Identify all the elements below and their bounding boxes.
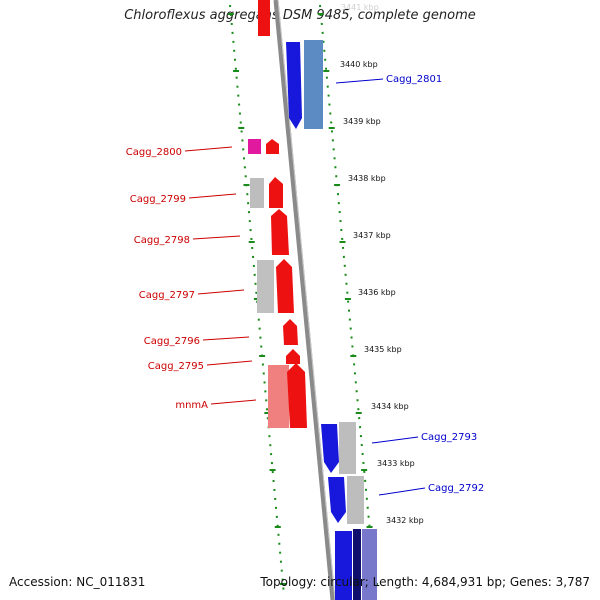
accession-label: Accession: NC_011831 [9,575,146,589]
kbp-label-3434: 3434 kbp [371,402,409,411]
leader-cagg-2798 [192,235,241,240]
topology-summary: Topology: circular; Length: 4,684,931 bp… [260,575,590,589]
gene-cagg-2797-gray[interactable] [257,260,274,313]
gene-label-cagg-2798[interactable]: Cagg_2798 [134,235,190,246]
gene-cagg-2798[interactable] [271,209,289,255]
gene-mnma[interactable] [287,363,307,428]
leader-cagg-2800 [184,146,233,152]
genome-backbone-highlight [277,0,336,600]
gene-cagg-2800-magenta[interactable] [248,139,261,154]
left-ruler-ticks [227,13,286,585]
gene-label-cagg-2795[interactable]: Cagg_2795 [148,361,204,372]
kbp-label-3440: 3440 kbp [340,60,378,69]
leader-cagg-2792 [378,487,426,496]
kbp-label-3438: 3438 kbp [348,174,386,183]
gene-label-cagg-2797[interactable]: Cagg_2797 [139,290,195,301]
gene-cagg-2796[interactable] [283,319,298,345]
gene-cagg-2801-steel[interactable] [304,40,323,129]
gene-label-mnma[interactable]: mnmA [175,400,208,411]
leader-mnma [210,399,257,405]
kbp-label-3439: 3439 kbp [343,117,381,126]
gene-cagg-2793[interactable] [321,424,339,473]
genome-title: Chloroflexus aggregans DSM 9485, complet… [124,8,476,23]
gene-cagg-2800[interactable] [266,139,279,154]
gene-cagg-2797[interactable] [276,259,294,313]
gene-cagg-2795[interactable] [286,349,300,364]
gene-bottom-partial-c[interactable] [362,529,377,600]
gene-cagg-2792[interactable] [328,477,346,523]
kbp-label-3432: 3432 kbp [386,516,424,525]
leader-cagg-2795 [206,360,253,366]
genome-backbone [273,0,336,600]
gene-cagg-2793-gray[interactable] [339,422,356,474]
kbp-label-3437: 3437 kbp [353,231,391,240]
leader-cagg-2799 [188,193,237,199]
gene-bottom-partial-b[interactable] [353,529,361,600]
gene-label-cagg-2799[interactable]: Cagg_2799 [130,194,186,205]
kbp-label-3436: 3436 kbp [358,288,396,297]
leader-cagg-2801 [335,78,384,84]
gene-cagg-2799-gray[interactable] [250,178,264,208]
gene-label-cagg-2793[interactable]: Cagg_2793 [421,432,477,443]
faded-kbp-label: 3441 kbp [341,3,379,12]
kbp-label-3435: 3435 kbp [364,345,402,354]
gene-label-cagg-2792[interactable]: Cagg_2792 [428,483,484,494]
gene-cagg-2792-gray[interactable] [347,476,364,524]
gene-label-cagg-2801[interactable]: Cagg_2801 [386,74,442,85]
gene-bottom-partial-a[interactable] [335,531,352,600]
gene-label-cagg-2796[interactable]: Cagg_2796 [144,336,200,347]
leader-cagg-2796 [202,336,250,341]
leader-cagg-2793 [371,436,419,444]
gene-mnma-pink[interactable] [268,365,289,428]
gene-top-partial[interactable] [258,0,270,36]
leader-cagg-2797 [197,289,245,295]
gene-cagg-2801[interactable] [286,42,302,129]
kbp-label-3433: 3433 kbp [377,459,415,468]
gene-label-cagg-2800[interactable]: Cagg_2800 [126,147,182,158]
gene-cagg-2799[interactable] [269,177,283,208]
